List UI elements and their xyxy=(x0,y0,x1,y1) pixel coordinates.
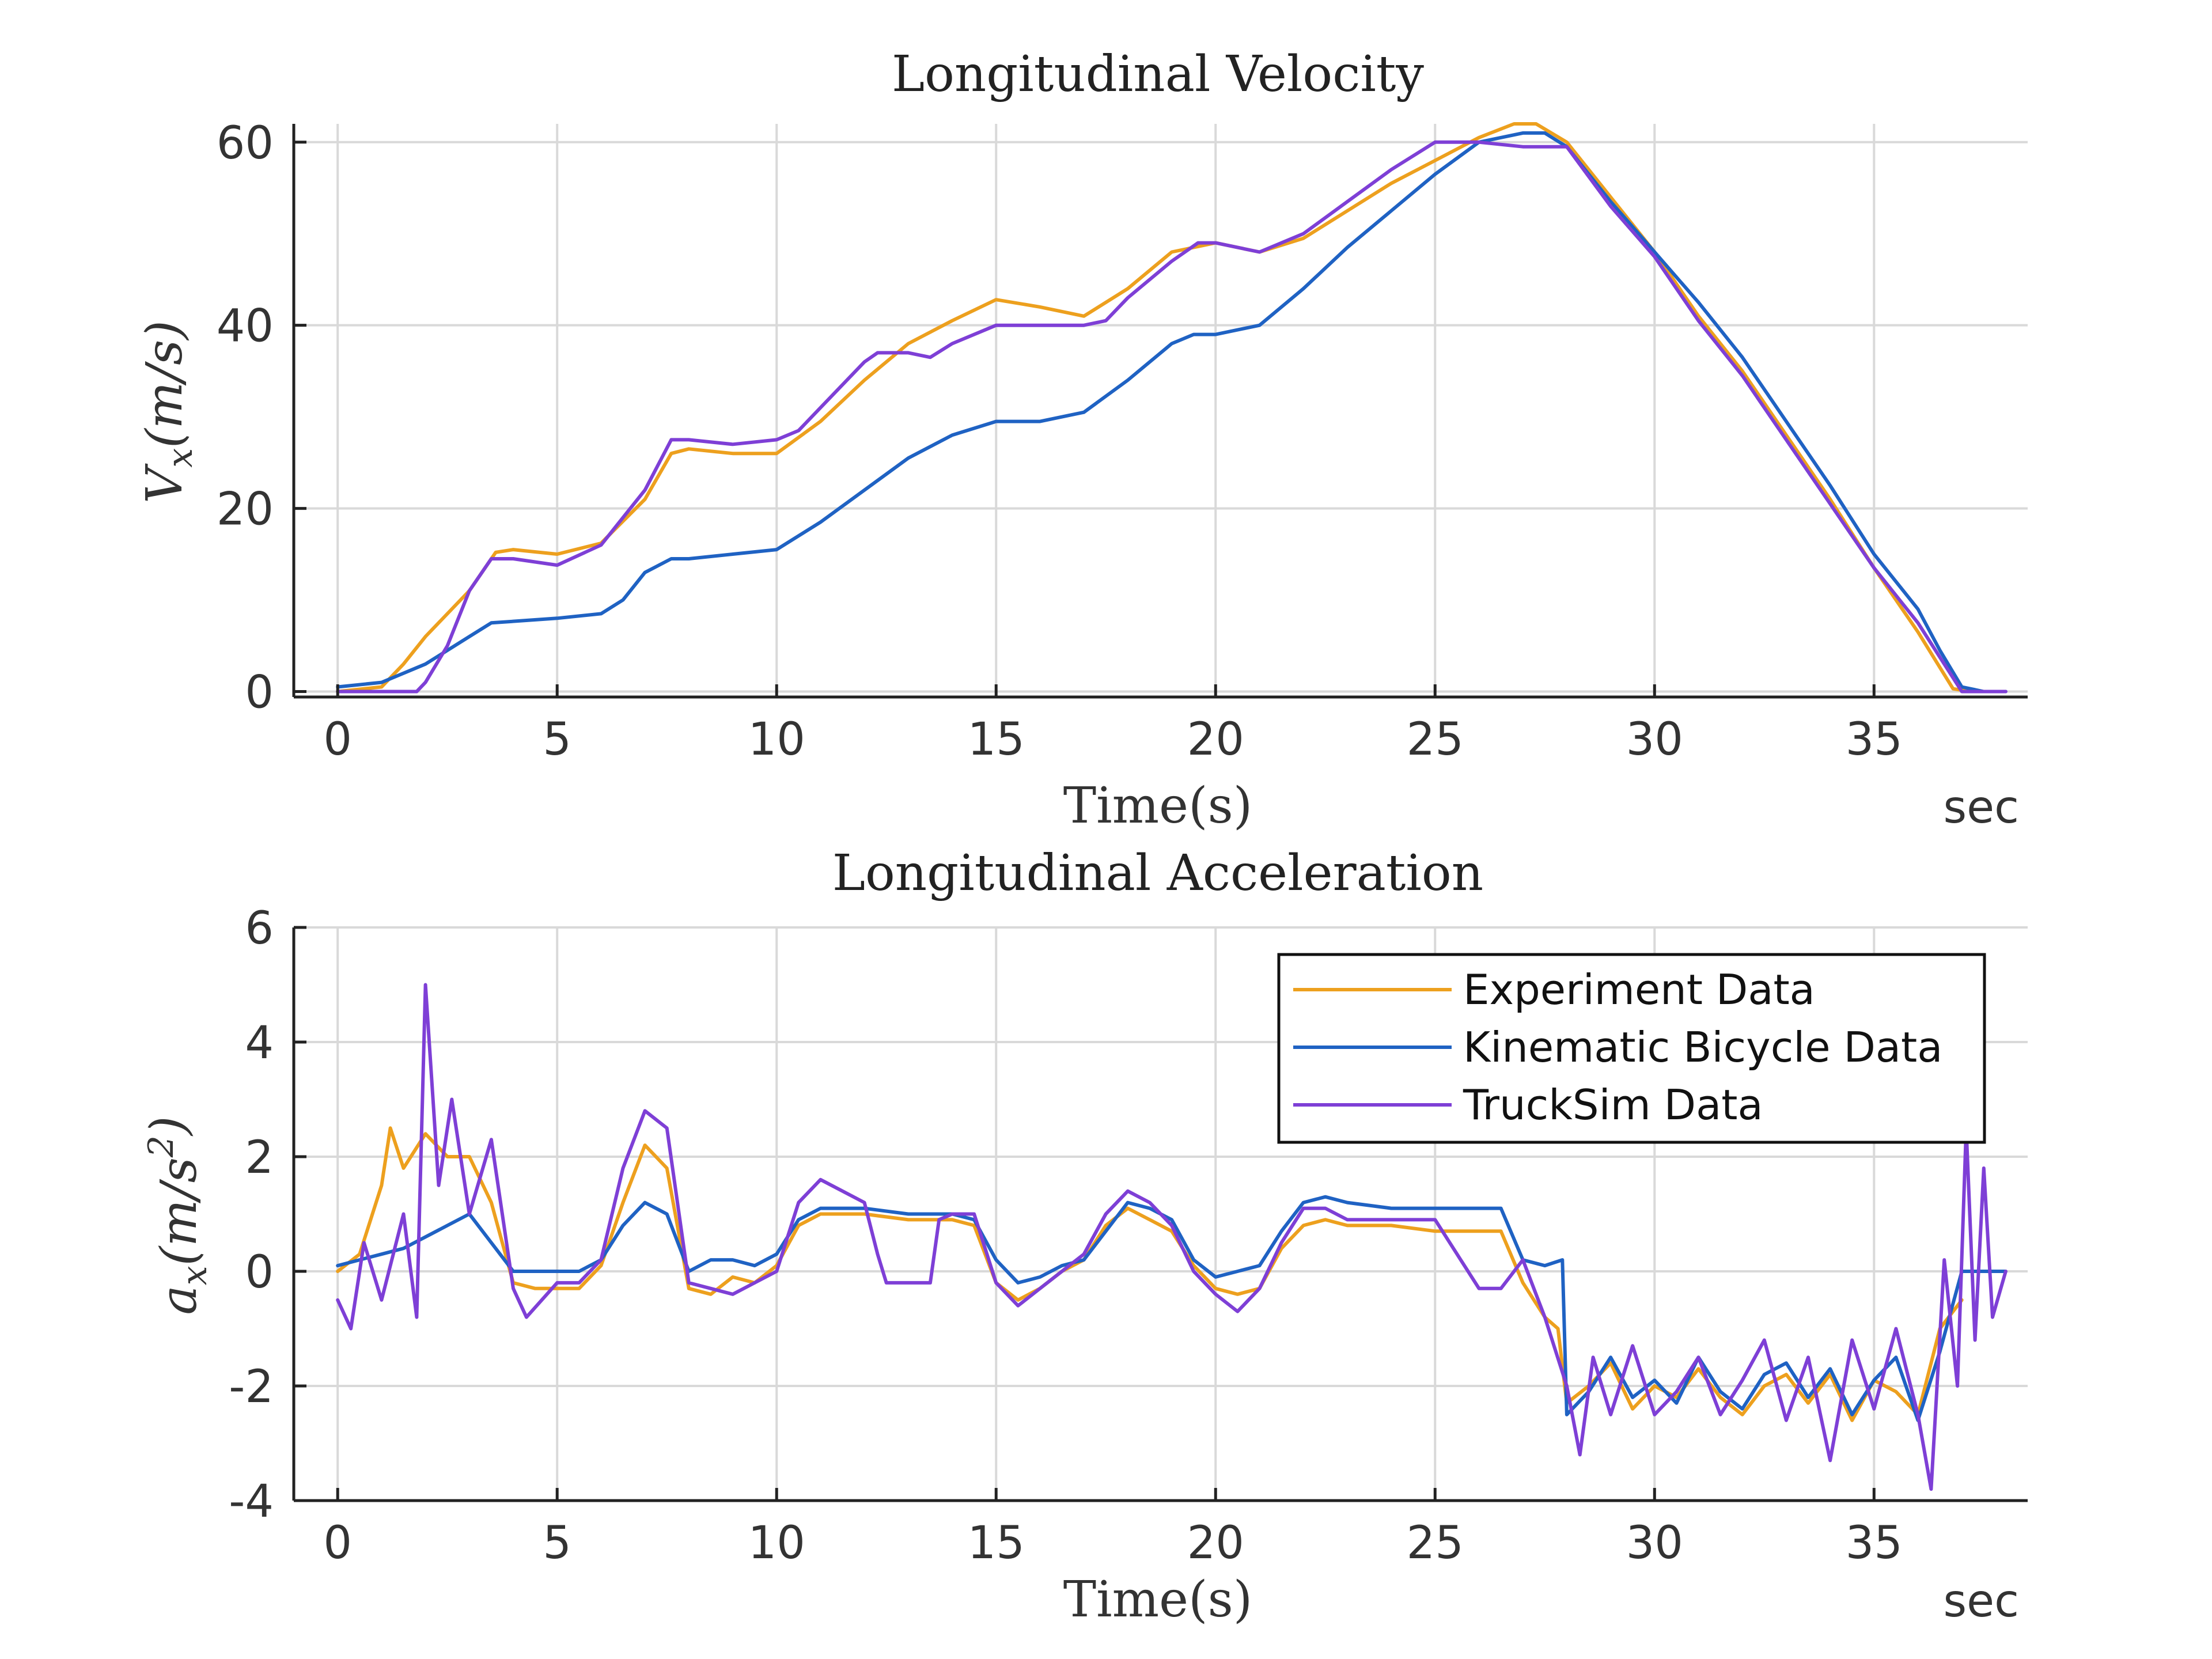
acceleration-ytick-label-1: -2 xyxy=(229,1361,274,1413)
velocity-xtick-label-6: 30 xyxy=(1626,714,1683,766)
acceleration-xtick-label-2: 10 xyxy=(748,1517,805,1569)
acceleration-ytick-label-5: 6 xyxy=(245,903,274,955)
acceleration-ytick-label-2: 0 xyxy=(245,1247,274,1298)
acceleration-ylabel-close: ) xyxy=(140,1116,198,1137)
acceleration-xtick-label-3: 15 xyxy=(968,1517,1025,1569)
acceleration-xtick-label-4: 20 xyxy=(1187,1517,1244,1569)
velocity-ytick-label-0: 0 xyxy=(245,666,274,718)
acceleration-plot: 0 5 10 15 20 25 30 35 -4 -2 0 2 4 6 Longitudinal Acce… xyxy=(140,844,2028,1628)
velocity-ytick-label-1: 20 xyxy=(217,484,274,536)
velocity-title: Longitudinal Velocity xyxy=(892,46,1424,103)
velocity-ylabel: Vx(m/s) xyxy=(136,320,200,503)
velocity-series-kinematic xyxy=(336,131,2008,694)
velocity-xtick-label-4: 20 xyxy=(1187,714,1244,766)
acceleration-ylabel-sup: 2 xyxy=(141,1135,181,1158)
acceleration-series-trucksim xyxy=(336,983,2008,1491)
legend-label-kinematic: Kinematic Bicycle Data xyxy=(1463,1023,1942,1071)
velocity-series-trucksim xyxy=(336,140,2008,694)
velocity-xtick-label-5: 25 xyxy=(1407,714,1464,766)
velocity-xtick-label-1: 5 xyxy=(543,714,571,766)
velocity-ytick-label-3: 60 xyxy=(217,118,274,169)
velocity-xtick-label-3: 15 xyxy=(968,714,1025,766)
acceleration-ylabel: ax(m/s2) xyxy=(140,1116,215,1315)
velocity-xlabel: Time(s) xyxy=(1063,777,1253,835)
legend-label-experiment: Experiment Data xyxy=(1463,965,1815,1014)
acceleration-x-unit: sec xyxy=(1943,1575,2019,1627)
velocity-ylabel-sub: x xyxy=(160,448,200,468)
velocity-ylabel-v: V xyxy=(136,463,194,503)
velocity-xtick-label-2: 10 xyxy=(748,714,805,766)
legend-label-trucksim: TruckSim Data xyxy=(1463,1081,1763,1129)
acceleration-ylabel-units: (m/s xyxy=(150,1157,208,1266)
acceleration-ytick-label-4: 4 xyxy=(245,1017,274,1069)
acceleration-ytick-label-0: -4 xyxy=(229,1476,274,1528)
acceleration-series-kinematic xyxy=(336,1195,2008,1422)
acceleration-xtick-label-6: 30 xyxy=(1626,1517,1683,1569)
acceleration-xtick-label-1: 5 xyxy=(543,1517,571,1569)
velocity-ylabel-units: (m/s) xyxy=(136,320,194,448)
acceleration-xlabel: Time(s) xyxy=(1063,1571,1253,1628)
acceleration-xtick-label-7: 35 xyxy=(1846,1517,1903,1569)
acceleration-xtick-label-0: 0 xyxy=(323,1517,352,1569)
acceleration-ytick-label-3: 2 xyxy=(245,1132,274,1184)
velocity-xtick-label-0: 0 xyxy=(323,714,352,766)
acceleration-ylabel-sub: x xyxy=(175,1266,215,1285)
acceleration-xtick-label-5: 25 xyxy=(1407,1517,1464,1569)
velocity-x-unit: sec xyxy=(1943,782,2019,834)
velocity-plot: 0 5 10 15 20 25 30 35 0 20 40 60 Longitudinal Veloc… xyxy=(136,46,2028,835)
velocity-xtick-label-7: 35 xyxy=(1846,714,1903,766)
acceleration-title: Longitudinal Acceleration xyxy=(832,844,1483,902)
velocity-series-experiment xyxy=(336,122,1999,694)
acceleration-series-experiment xyxy=(336,1126,1964,1422)
velocity-ytick-label-2: 40 xyxy=(217,301,274,353)
legend: Experiment Data Kinematic Bicycle Data T… xyxy=(1277,953,1986,1144)
acceleration-ylabel-a: a xyxy=(150,1285,208,1315)
